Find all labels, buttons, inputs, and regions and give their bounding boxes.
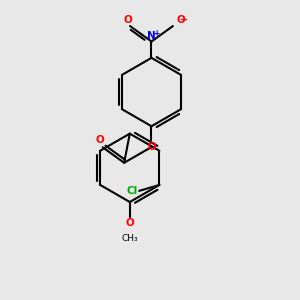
Text: +: +: [154, 29, 160, 38]
Text: −: −: [180, 15, 188, 25]
Text: Cl: Cl: [126, 186, 138, 196]
Text: N: N: [147, 31, 156, 40]
Text: O: O: [125, 218, 134, 228]
Text: O: O: [96, 135, 105, 145]
Text: CH₃: CH₃: [122, 234, 138, 243]
Text: O: O: [176, 15, 185, 25]
Text: O: O: [124, 15, 133, 25]
Text: O: O: [147, 142, 156, 152]
